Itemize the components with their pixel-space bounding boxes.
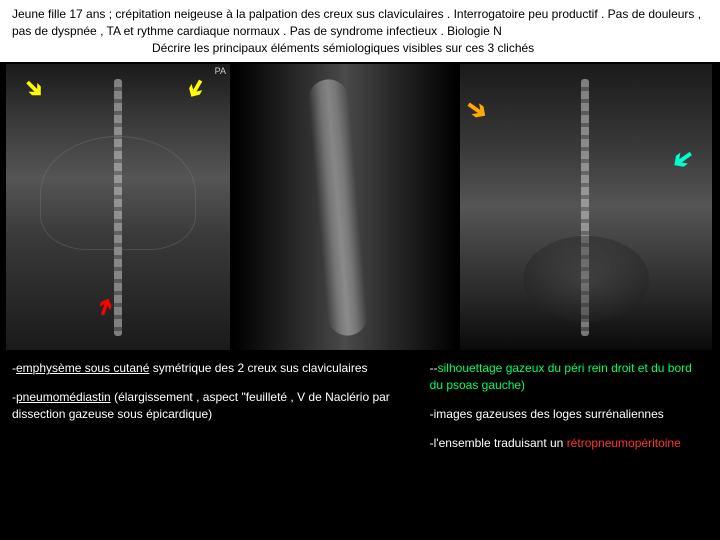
orange-arrow: ➔ [459, 91, 495, 129]
conclusion-prefix: -l'ensemble traduisant un [430, 436, 567, 450]
xray-lateral [234, 64, 456, 350]
yellow-arrow-left: ➔ [17, 72, 52, 107]
ribs-shadow [40, 136, 197, 250]
finding-surrenal: -images gazeuses des loges surrénalienne… [430, 406, 708, 423]
emphysema-desc: symétrique des 2 creux sus claviculaires [149, 361, 367, 375]
right-findings-column: --silhouettage gazeux du péri rein droit… [430, 360, 708, 463]
clinical-text: Jeune fille 17 ans ; crépitation neigeus… [12, 6, 708, 40]
xray-chest-frontal: PA ➔ ➔ ➔ [6, 64, 230, 350]
finding-emphysema: -emphysème sous cutané symétrique des 2 … [12, 360, 410, 377]
pa-label: PA [215, 66, 226, 76]
yellow-arrow-right: ➔ [178, 73, 213, 105]
finding-conclusion: -l'ensemble traduisant un rétropneumopér… [430, 435, 708, 452]
lateral-spine-shadow [307, 77, 369, 337]
cyan-arrow: ➔ [665, 141, 701, 179]
pelvis-shadow [523, 236, 649, 322]
prefix: -- [430, 361, 438, 375]
finding-silhouettage: --silhouettage gazeux du péri rein droit… [430, 360, 708, 394]
silhouettage-text: silhouettage gazeux du péri rein droit e… [430, 361, 692, 392]
xray-abdomen: ➔ ➔ [460, 64, 712, 350]
findings-section: -emphysème sous cutané symétrique des 2 … [0, 352, 720, 471]
left-findings-column: -emphysème sous cutané symétrique des 2 … [12, 360, 410, 463]
question-text: Décrire les principaux éléments sémiolog… [12, 40, 708, 57]
finding-pneumomediastin: -pneumomédiastin (élargissement , aspect… [12, 389, 410, 423]
retropneumo-term: rétropneumopéritoine [567, 436, 681, 450]
clinical-header: Jeune fille 17 ans ; crépitation neigeus… [0, 0, 720, 62]
xray-images-row: PA ➔ ➔ ➔ ➔ ➔ [0, 62, 720, 352]
pneumomediastin-term: pneumomédiastin [16, 390, 111, 404]
emphysema-term: emphysème sous cutané [16, 361, 149, 375]
